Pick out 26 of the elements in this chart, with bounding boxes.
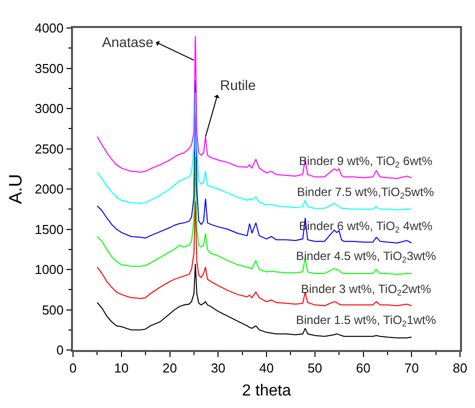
y-tick-label: 1500 <box>34 222 64 237</box>
x-axis-title: 2 theta <box>242 382 292 400</box>
x-tick-label: 0 <box>69 360 77 376</box>
series-label: Binder 4.5 wt%, TiO$_{2}$3wt% <box>296 249 436 265</box>
x-tick-label: 50 <box>308 360 322 376</box>
x-tick-label: 60 <box>356 360 370 376</box>
x-tick-label: 20 <box>162 360 177 376</box>
y-tick-label: 1000 <box>34 262 64 278</box>
annotation: Rutile <box>220 77 256 93</box>
x-tick-label: 80 <box>452 360 468 376</box>
annotation: Anatase <box>102 34 154 50</box>
x-tick-label: 70 <box>404 360 419 376</box>
series-label: Binder 3 wt%, TiO$_{2}$2wt% <box>301 282 432 298</box>
x-tick-label: 10 <box>114 360 129 376</box>
series-label: Binder 1.5 wt%, TiO$_{2}$1wt% <box>296 313 436 329</box>
series-label: Binder 7.5 wt%,TiO$_{2}$5wt% <box>297 185 434 201</box>
y-tick-label: 0 <box>56 342 64 358</box>
y-tick-label: 2500 <box>34 141 64 156</box>
y-axis-title: A.U <box>5 174 26 204</box>
x-tick-label: 30 <box>210 360 226 376</box>
y-tick-label: 3000 <box>34 101 64 116</box>
y-tick-label: 500 <box>42 302 64 318</box>
y-tick-label: 2000 <box>34 182 64 197</box>
y-tick-label: 4000 <box>34 20 64 36</box>
x-tick-label: 40 <box>259 360 274 376</box>
y-tick-label: 3500 <box>34 60 64 76</box>
